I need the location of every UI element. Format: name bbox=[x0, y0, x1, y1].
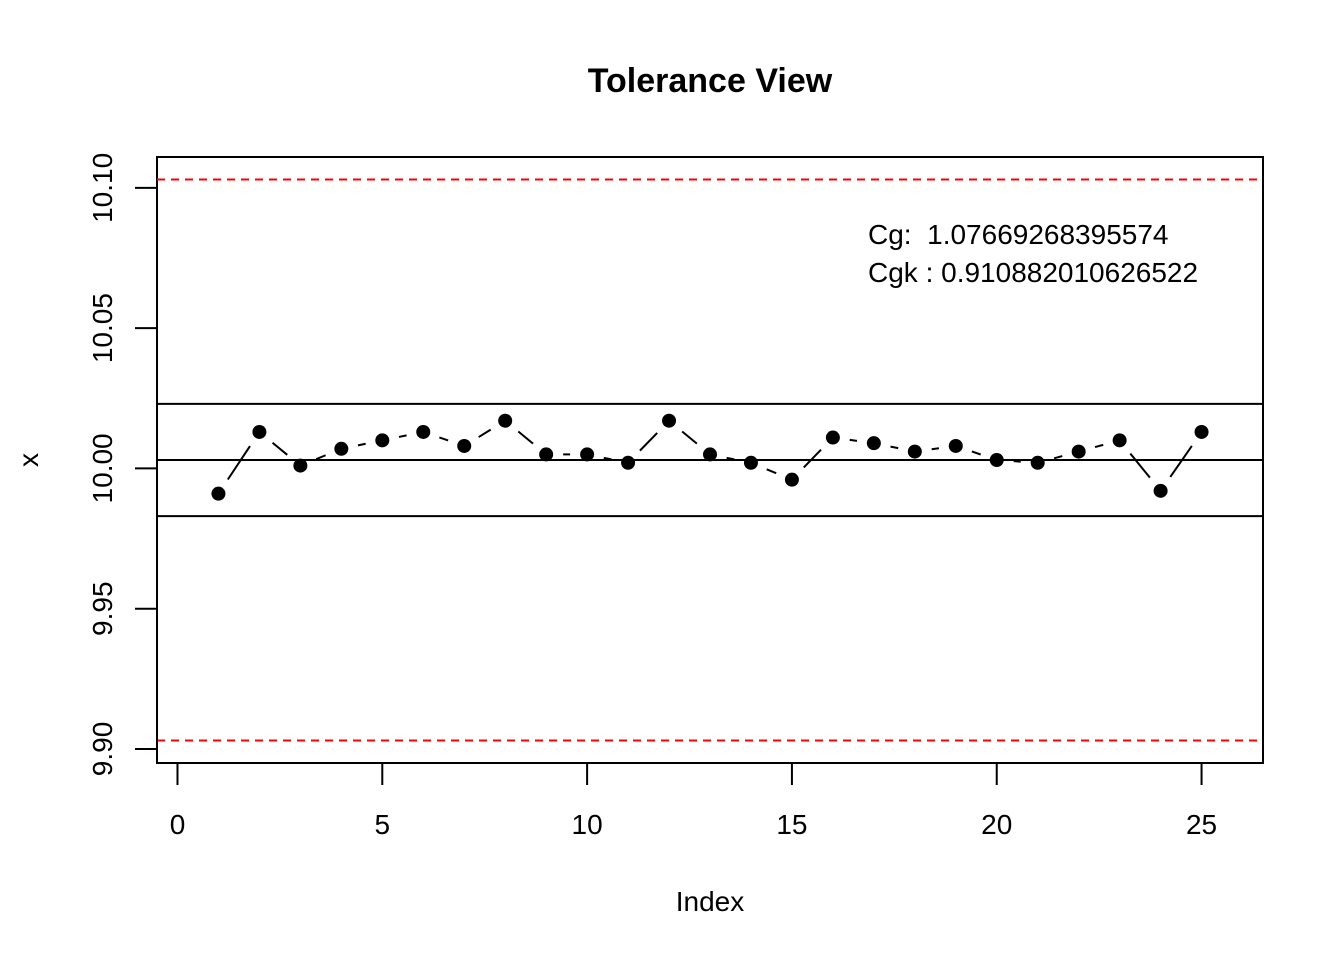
data-point bbox=[539, 447, 553, 461]
data-point bbox=[826, 431, 840, 445]
y-tick-label: 10.00 bbox=[87, 433, 118, 503]
series-segment bbox=[891, 447, 899, 449]
x-tick-label: 10 bbox=[572, 809, 603, 840]
data-point bbox=[744, 456, 758, 470]
data-point bbox=[949, 439, 963, 453]
data-point bbox=[703, 447, 717, 461]
data-point bbox=[621, 456, 635, 470]
cg-annotation: Cg: 1.07669268395574 bbox=[868, 219, 1169, 250]
series-segment bbox=[767, 469, 777, 473]
data-point bbox=[416, 425, 430, 439]
data-point bbox=[375, 433, 389, 447]
series-segment bbox=[640, 433, 657, 451]
y-axis-label: x bbox=[13, 453, 44, 467]
data-point bbox=[1031, 456, 1045, 470]
data-point bbox=[580, 447, 594, 461]
cgk-annotation: Cgk : 0.910882010626522 bbox=[868, 257, 1198, 288]
data-point bbox=[457, 439, 471, 453]
data-point bbox=[867, 436, 881, 450]
x-tick-label: 20 bbox=[981, 809, 1012, 840]
series-segment bbox=[518, 432, 533, 444]
chart-title: Tolerance View bbox=[588, 62, 833, 100]
data-point bbox=[785, 473, 799, 487]
data-point bbox=[1195, 425, 1209, 439]
y-tick-label: 10.05 bbox=[87, 293, 118, 363]
y-tick-label: 9.95 bbox=[87, 581, 118, 636]
x-tick-label: 0 bbox=[170, 809, 186, 840]
series-segment bbox=[1130, 454, 1150, 478]
series-segment bbox=[399, 435, 407, 437]
series-segment bbox=[273, 443, 288, 455]
x-tick-label: 15 bbox=[776, 809, 807, 840]
y-axis: 9.90 9.95 10.00 10.05 10.10 bbox=[87, 153, 157, 776]
x-tick-label: 5 bbox=[375, 809, 391, 840]
data-point bbox=[990, 453, 1004, 467]
data-point bbox=[662, 414, 676, 428]
x-axis: 0 5 10 15 20 25 bbox=[170, 763, 1217, 840]
data-point bbox=[1113, 433, 1127, 447]
data-point bbox=[1154, 484, 1168, 498]
series-segment bbox=[316, 455, 326, 459]
data-point bbox=[908, 445, 922, 459]
series-segment bbox=[479, 430, 491, 437]
series-segment bbox=[850, 440, 857, 441]
data-point bbox=[498, 414, 512, 428]
series-segment bbox=[932, 448, 939, 449]
data-point bbox=[252, 425, 266, 439]
series-segment bbox=[804, 450, 821, 468]
data-point bbox=[1072, 445, 1086, 459]
series-segment bbox=[439, 437, 448, 440]
series-segment bbox=[972, 451, 981, 454]
series-segment bbox=[1054, 456, 1062, 458]
y-tick-label: 9.90 bbox=[87, 722, 118, 777]
data-point bbox=[211, 487, 225, 501]
data-point bbox=[334, 442, 348, 456]
x-tick-label: 25 bbox=[1186, 809, 1217, 840]
series-segment bbox=[228, 446, 250, 479]
capability-annotations: Cg: 1.07669268395574 Cgk : 0.910882010626… bbox=[868, 219, 1198, 288]
series-segment bbox=[1095, 445, 1103, 447]
y-tick-label: 10.10 bbox=[87, 153, 118, 223]
x-axis-label: Index bbox=[676, 886, 745, 917]
series-segment bbox=[682, 432, 697, 444]
series-segment bbox=[358, 444, 366, 446]
data-point bbox=[293, 459, 307, 473]
series-segment bbox=[1170, 446, 1192, 477]
